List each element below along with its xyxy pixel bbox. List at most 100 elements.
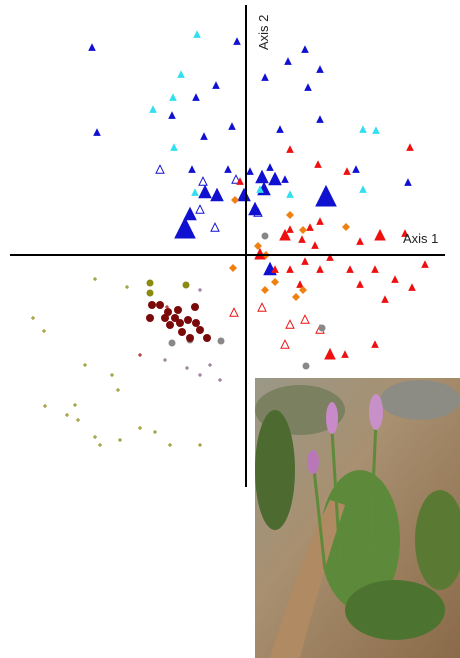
point xyxy=(201,133,207,139)
point xyxy=(31,316,35,320)
point xyxy=(138,353,142,357)
point xyxy=(286,211,294,219)
point xyxy=(302,46,308,52)
point xyxy=(382,296,388,302)
point xyxy=(317,66,323,72)
point xyxy=(360,186,366,192)
point xyxy=(316,186,336,206)
point xyxy=(392,276,398,282)
point xyxy=(299,236,305,242)
point xyxy=(153,430,157,434)
point xyxy=(409,284,415,290)
point xyxy=(405,179,411,185)
point xyxy=(225,166,231,172)
point xyxy=(185,366,189,370)
point xyxy=(199,186,211,198)
point xyxy=(286,320,294,328)
point xyxy=(287,146,293,152)
point xyxy=(360,126,366,132)
point xyxy=(211,223,219,231)
point xyxy=(312,242,318,248)
point xyxy=(110,373,114,377)
point xyxy=(375,230,385,240)
point xyxy=(229,264,237,272)
point xyxy=(73,403,77,407)
point xyxy=(301,315,309,323)
point xyxy=(307,224,313,230)
point xyxy=(344,168,350,174)
point xyxy=(196,326,204,334)
point xyxy=(249,203,261,215)
point xyxy=(169,112,175,118)
point xyxy=(174,306,182,314)
point xyxy=(238,189,250,201)
point xyxy=(347,266,353,272)
point xyxy=(116,388,120,392)
point xyxy=(213,82,219,88)
point xyxy=(342,223,350,231)
point xyxy=(281,340,289,348)
point xyxy=(93,277,97,281)
point xyxy=(319,325,326,332)
point xyxy=(192,189,198,195)
point xyxy=(297,281,303,287)
point xyxy=(178,71,184,77)
point xyxy=(262,233,269,240)
point xyxy=(234,38,240,44)
point xyxy=(211,189,223,201)
point xyxy=(285,58,291,64)
point xyxy=(146,314,154,322)
point xyxy=(357,238,363,244)
chart: Axis 1 Axis 2 xyxy=(0,0,460,658)
point xyxy=(229,123,235,129)
point xyxy=(277,126,283,132)
point xyxy=(175,218,195,238)
point xyxy=(183,282,190,289)
photo-inset xyxy=(255,378,460,658)
point xyxy=(147,290,154,297)
point xyxy=(83,363,87,367)
point xyxy=(65,413,69,417)
point xyxy=(422,261,428,267)
point xyxy=(76,418,80,422)
point xyxy=(287,191,293,197)
point xyxy=(198,288,202,292)
point xyxy=(292,293,300,301)
point xyxy=(305,84,311,90)
x-axis-label: Axis 1 xyxy=(403,231,438,246)
point xyxy=(317,266,323,272)
point xyxy=(163,358,167,362)
point xyxy=(169,340,176,347)
point xyxy=(372,266,378,272)
point xyxy=(303,363,310,370)
point xyxy=(191,303,199,311)
page: {"chart_data":{"type":"scatter","x_label… xyxy=(0,0,460,658)
point xyxy=(267,164,273,170)
point xyxy=(186,334,194,342)
point xyxy=(161,314,169,322)
point xyxy=(247,168,253,174)
point xyxy=(261,286,269,294)
point xyxy=(147,280,154,287)
point xyxy=(317,218,323,224)
point xyxy=(230,308,238,316)
point xyxy=(287,266,293,272)
point xyxy=(299,226,307,234)
point xyxy=(193,94,199,100)
point xyxy=(218,338,225,345)
point xyxy=(171,144,177,150)
point xyxy=(317,116,323,122)
point xyxy=(198,443,202,447)
point xyxy=(178,328,186,336)
point xyxy=(407,144,413,150)
point xyxy=(342,351,348,357)
point xyxy=(156,165,164,173)
point xyxy=(282,176,288,182)
point xyxy=(287,226,293,232)
point xyxy=(148,301,156,309)
point xyxy=(262,74,268,80)
point xyxy=(168,443,172,447)
point xyxy=(357,281,363,287)
point xyxy=(208,363,212,367)
point xyxy=(315,161,321,167)
